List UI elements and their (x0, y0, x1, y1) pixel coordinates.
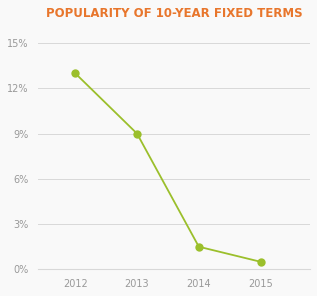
Title: POPULARITY OF 10-YEAR FIXED TERMS: POPULARITY OF 10-YEAR FIXED TERMS (46, 7, 302, 20)
